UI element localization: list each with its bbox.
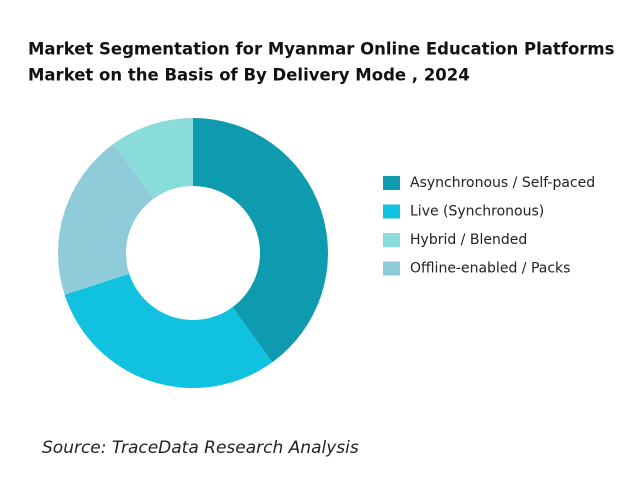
donut-slice — [57, 143, 154, 295]
legend-swatch — [383, 261, 400, 276]
legend-label: Live (Synchronous) — [410, 204, 544, 220]
legend-swatch — [383, 204, 400, 219]
donut-slice — [64, 273, 273, 388]
legend-label: Hybrid / Blended — [410, 232, 527, 248]
chart-title: Market Segmentation for Myanmar Online E… — [28, 40, 615, 59]
legend-swatch — [383, 233, 400, 247]
chart-title: Market on the Basis of By Delivery Mode … — [28, 66, 470, 85]
source: Source: TraceData Research Analysis — [42, 438, 359, 458]
donut-slice — [113, 118, 193, 199]
legend-label: Asynchronous / Self-paced — [410, 175, 595, 191]
donut-slice — [193, 118, 328, 363]
legend-swatch — [383, 176, 400, 190]
legend-label: Offline-enabled / Packs — [410, 261, 570, 277]
